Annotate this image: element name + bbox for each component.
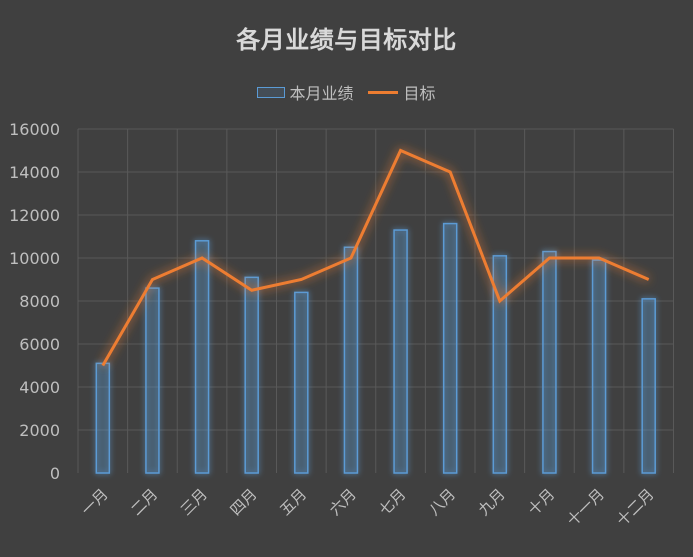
bar[interactable] [393,229,408,474]
bar[interactable] [591,259,607,474]
x-tick-label: 十二月 [613,485,658,530]
y-tick-label: 2000 [19,421,60,440]
bar[interactable] [492,255,508,474]
bar[interactable] [442,222,458,474]
x-tick-label: 七月 [375,485,409,519]
x-tick-label: 十月 [524,485,558,519]
x-tick-label: 一月 [78,485,112,519]
x-tick-label: 六月 [326,485,360,519]
line-swatch-icon [367,90,398,94]
x-tick-label: 二月 [127,485,161,519]
chart-title: 各月业绩与目标对比 [236,26,457,54]
target-line[interactable] [101,148,650,367]
legend-item-bar[interactable]: 本月业绩 [257,80,354,104]
legend-item-line[interactable]: 目标 [367,80,436,104]
y-tick-label: 10000 [9,249,60,268]
y-tick-label: 6000 [19,335,60,354]
x-axis: 一月 二月 三月 四月 五月 六月 七月 八月 九月 十月 十一月 十二月 [78,485,658,530]
bar[interactable] [194,240,210,474]
bar-series [95,222,656,474]
y-axis: 0 2000 4000 6000 8000 10000 12000 14000 16000 [9,120,60,483]
y-tick-label: 14000 [9,163,60,182]
y-tick-label: 0 [50,464,60,483]
x-tick-label: 十一月 [563,485,608,530]
legend-line-label: 目标 [403,84,436,103]
x-tick-label: 三月 [177,485,211,519]
bar[interactable] [145,287,160,474]
y-tick-label: 4000 [19,378,60,397]
x-tick-label: 八月 [425,485,459,519]
legend-bar-label: 本月业绩 [289,84,354,103]
legend: 本月业绩 目标 [0,80,693,104]
x-tick-label: 九月 [475,485,509,519]
y-tick-label: 12000 [9,206,60,225]
bar[interactable] [95,362,111,474]
y-tick-label: 8000 [19,292,60,311]
bar[interactable] [294,291,309,474]
y-tick-label: 16000 [9,120,60,139]
bar[interactable] [244,276,259,474]
bar-swatch-icon [257,86,286,98]
line-series [101,148,650,367]
bar[interactable] [542,250,557,474]
bar[interactable] [641,298,656,474]
bar[interactable] [343,246,359,474]
x-tick-label: 五月 [276,485,310,519]
gridlines [77,128,674,473]
x-tick-label: 四月 [227,485,261,519]
